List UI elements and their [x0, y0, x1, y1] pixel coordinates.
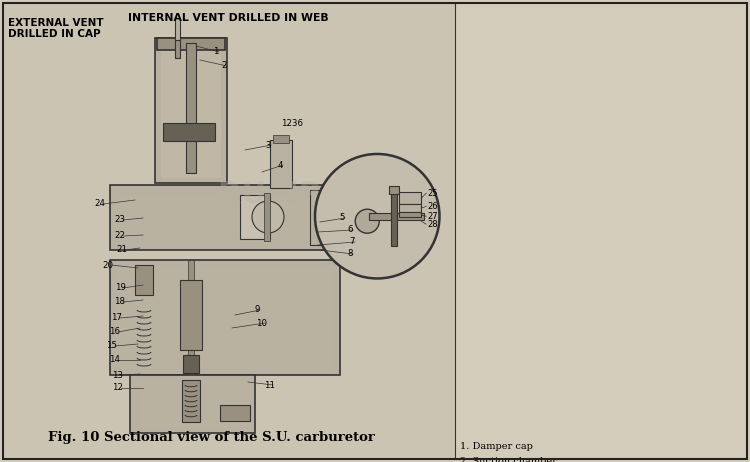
Text: 2. Suction chamber: 2. Suction chamber — [460, 457, 557, 462]
Text: 16: 16 — [110, 328, 121, 336]
Text: 8: 8 — [347, 249, 352, 259]
Bar — [155, 38, 227, 183]
Text: 1: 1 — [213, 48, 219, 56]
Text: 20: 20 — [103, 261, 113, 269]
Bar — [135, 265, 153, 295]
Bar — [270, 140, 292, 188]
Text: 26: 26 — [427, 202, 438, 211]
Bar — [161, 43, 221, 178]
Text: 17: 17 — [112, 314, 122, 322]
Text: 3: 3 — [266, 140, 271, 150]
Text: Fig. 10 Sectional view of the S.U. carburetor: Fig. 10 Sectional view of the S.U. carbu… — [48, 431, 375, 444]
Bar — [115, 197, 335, 239]
Text: 5: 5 — [339, 213, 345, 223]
Bar — [399, 212, 422, 217]
Bar — [138, 381, 247, 427]
Bar — [273, 135, 289, 143]
Text: 28: 28 — [427, 220, 438, 229]
Text: 22: 22 — [115, 231, 125, 241]
Text: 13: 13 — [112, 371, 124, 379]
Text: 12: 12 — [112, 383, 124, 393]
Bar — [183, 355, 199, 373]
Bar — [399, 204, 422, 212]
Text: 19: 19 — [115, 284, 125, 292]
Text: 18: 18 — [115, 298, 125, 306]
Circle shape — [356, 209, 380, 233]
Text: 15: 15 — [106, 341, 118, 351]
Text: 1. Damper cap: 1. Damper cap — [460, 442, 533, 450]
Text: 27: 27 — [427, 212, 438, 221]
Text: 10: 10 — [256, 318, 268, 328]
Bar — [264, 193, 270, 241]
Bar — [118, 266, 332, 369]
Bar — [188, 260, 194, 375]
Bar — [157, 38, 225, 50]
Text: 23: 23 — [115, 215, 125, 225]
Bar — [110, 185, 340, 250]
Bar — [369, 213, 424, 220]
Text: 7: 7 — [350, 237, 355, 247]
Bar — [180, 280, 202, 350]
Bar — [240, 195, 270, 239]
Bar — [163, 123, 215, 141]
Bar — [182, 380, 200, 422]
Text: 9: 9 — [254, 305, 260, 315]
Bar — [130, 375, 255, 433]
Bar — [389, 186, 399, 194]
Text: 11: 11 — [265, 381, 275, 389]
Bar — [399, 192, 422, 204]
Text: 2: 2 — [221, 61, 226, 71]
Text: 4: 4 — [278, 160, 283, 170]
Circle shape — [252, 201, 284, 233]
Bar — [4, 4, 455, 458]
Bar — [175, 18, 180, 40]
Text: 1236: 1236 — [281, 119, 304, 128]
Bar — [220, 405, 250, 421]
Bar — [110, 260, 340, 375]
Bar — [392, 191, 398, 246]
Bar — [186, 43, 196, 173]
Text: 6: 6 — [347, 225, 352, 235]
Text: 24: 24 — [94, 200, 106, 208]
Text: RU  IR: RU IR — [217, 180, 322, 208]
Circle shape — [315, 154, 440, 279]
Bar — [175, 38, 180, 58]
Bar — [310, 190, 335, 245]
Text: INTERNAL VENT DRILLED IN WEB: INTERNAL VENT DRILLED IN WEB — [128, 13, 329, 23]
Text: EXTERNAL VENT: EXTERNAL VENT — [8, 18, 104, 28]
Text: DRILLED IN CAP: DRILLED IN CAP — [8, 29, 101, 39]
Text: 25: 25 — [427, 188, 438, 198]
Text: 14: 14 — [110, 355, 121, 365]
Text: 21: 21 — [116, 245, 128, 255]
